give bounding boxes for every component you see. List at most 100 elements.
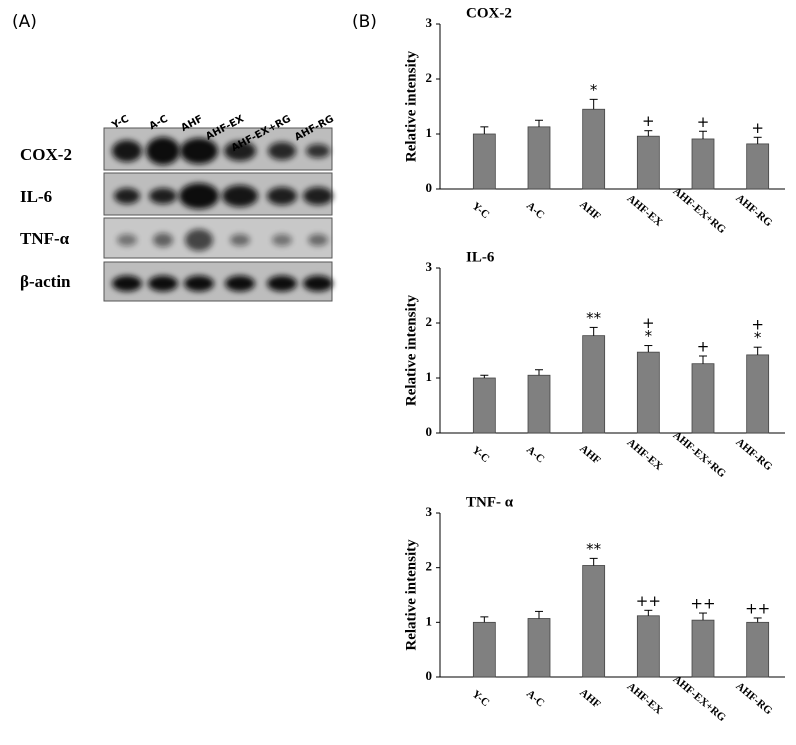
chart-title: TNF- α: [466, 494, 514, 510]
bar: [691, 363, 715, 434]
significance-mark: *: [590, 81, 598, 99]
error-bar: [644, 130, 653, 137]
error-bar: [589, 98, 598, 110]
bar: [582, 335, 606, 434]
blot-band: [230, 234, 250, 246]
x-tick-label: Y-C: [470, 688, 492, 709]
significance-mark: *: [754, 329, 762, 347]
error-bar: [535, 369, 543, 376]
significance-mark: +: [697, 113, 710, 131]
significance-mark: *: [645, 327, 653, 345]
y-axis-label: Relative intensity: [403, 294, 419, 406]
y-tick-label: 0: [426, 668, 433, 683]
error-bar: [589, 557, 598, 566]
blot-band: [267, 275, 297, 292]
blot-band: [222, 185, 258, 207]
bar: [472, 133, 496, 190]
y-tick-label: 0: [426, 180, 433, 195]
bar: [636, 615, 660, 678]
x-tick-label: AHF-RG: [733, 436, 774, 473]
y-tick-label: 2: [426, 559, 433, 574]
row-label: COX-2: [20, 145, 72, 164]
x-tick-label: AHF-EX: [625, 436, 665, 472]
significance-mark: +: [642, 314, 655, 332]
blot-band: [184, 275, 214, 292]
y-tick-label: 2: [426, 314, 433, 329]
bar: [691, 138, 715, 190]
y-tick-label: 3: [426, 15, 433, 30]
row-label: TNF-α: [20, 229, 70, 248]
error-bar: [753, 346, 762, 355]
x-tick-label: AHF: [577, 687, 603, 711]
blot-band: [267, 187, 297, 205]
bar: [527, 126, 551, 190]
error-bar: [480, 126, 489, 134]
bar: [746, 621, 770, 678]
y-tick-label: 1: [426, 125, 433, 140]
blot-band: [225, 275, 255, 292]
error-bar: [753, 617, 762, 623]
x-tick-label: AHF-EX+RG: [671, 429, 729, 480]
significance-mark: ++: [745, 599, 770, 617]
blot-band: [117, 234, 137, 246]
bar: [472, 377, 496, 434]
blot-band: [146, 137, 180, 165]
x-tick-label: AHF-EX+RG: [671, 185, 729, 236]
x-tick-label: Y-C: [470, 200, 492, 221]
significance-mark: +: [751, 316, 764, 334]
y-tick-label: 1: [426, 369, 433, 384]
x-tick-label: A-C: [524, 444, 547, 466]
x-tick-label: A-C: [524, 688, 547, 710]
x-tick-label: AHF-EX: [625, 680, 665, 716]
row-label: β-actin: [20, 272, 71, 291]
blot-band: [112, 140, 142, 162]
y-tick-label: 3: [426, 259, 433, 274]
blot-band: [149, 188, 177, 204]
error-bar: [535, 610, 543, 619]
blot-band: [268, 142, 296, 160]
error-bar: [753, 136, 762, 144]
error-bar: [644, 345, 653, 353]
error-bar: [699, 355, 707, 364]
chart-title: IL-6: [466, 249, 495, 265]
x-tick-label: AHF-RG: [733, 680, 774, 717]
error-bar: [644, 609, 653, 616]
bar: [746, 143, 770, 190]
y-tick-label: 0: [426, 424, 433, 439]
blot-band: [308, 234, 328, 246]
y-tick-label: 2: [426, 70, 433, 85]
blot-band: [303, 187, 333, 205]
error-bar: [480, 374, 489, 378]
y-axis-label: Relative intensity: [403, 539, 419, 651]
significance-mark: **: [586, 540, 602, 558]
error-bar: [589, 326, 598, 336]
x-tick-label: AHF-RG: [733, 192, 774, 229]
panel-label: (B): [352, 12, 377, 32]
blot-band: [112, 275, 142, 292]
bar: [636, 135, 660, 190]
x-tick-label: AHF-EX: [625, 192, 665, 228]
x-tick-label: Y-C: [470, 444, 492, 465]
error-bar: [699, 130, 707, 139]
x-tick-label: AHF: [577, 199, 603, 223]
significance-mark: +: [642, 112, 655, 130]
bar: [582, 565, 606, 678]
bar: [691, 619, 715, 678]
bar: [472, 621, 496, 678]
bar: [636, 351, 660, 434]
blot-band: [185, 229, 213, 251]
significance-mark: **: [586, 309, 602, 327]
blot-band: [180, 138, 218, 164]
x-tick-label: AHF: [577, 443, 603, 467]
significance-mark: +: [751, 119, 764, 137]
significance-mark: +: [697, 338, 710, 356]
error-bar: [699, 612, 707, 621]
bar: [527, 374, 551, 434]
blot-band: [272, 234, 292, 246]
significance-mark: ++: [636, 592, 661, 610]
error-bar: [535, 119, 543, 127]
blot-band: [153, 233, 173, 247]
row-label: IL-6: [20, 187, 52, 206]
